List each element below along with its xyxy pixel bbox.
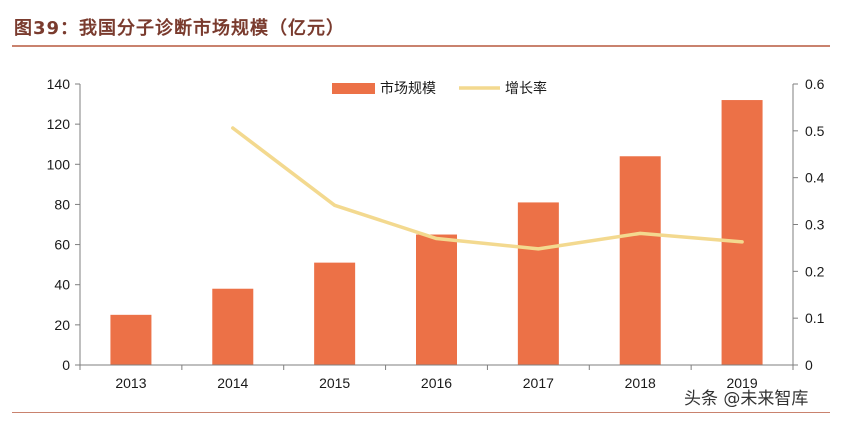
growth-rate-line — [231, 126, 744, 251]
bottom-rule — [12, 412, 830, 413]
left-tick-label: 40 — [54, 277, 70, 293]
x-tick-label: 2017 — [523, 375, 554, 391]
x-tick-label: 2014 — [217, 375, 248, 391]
growth-rate-point-2015 — [333, 203, 337, 207]
title-rule — [12, 45, 830, 47]
growth-rate-point-2019 — [740, 240, 744, 244]
right-tick-label: 0.5 — [805, 123, 825, 139]
left-tick-label: 80 — [54, 196, 70, 212]
bar-2018 — [619, 156, 661, 365]
right-tick-label: 0 — [805, 357, 813, 373]
x-tick-label: 2013 — [115, 375, 146, 391]
growth-rate-point-2018 — [638, 231, 642, 235]
bar-2015 — [314, 262, 356, 365]
growth-rate-point-2016 — [435, 237, 438, 241]
legend: 市场规模 增长率 — [332, 80, 547, 97]
left-tick-label: 140 — [47, 76, 71, 92]
left-tick-label: 100 — [47, 156, 71, 172]
left-tick-label: 120 — [47, 116, 71, 132]
watermark: 头条 @未来智库 — [684, 389, 809, 409]
right-tick-label: 0.2 — [805, 263, 825, 279]
bar-2019 — [721, 100, 763, 366]
right-tick-label: 0.6 — [805, 76, 825, 92]
legend-swatch-bar — [332, 83, 375, 94]
left-tick-label: 0 — [62, 357, 70, 373]
x-tick-label: 2016 — [421, 375, 452, 391]
growth-rate-point-2014 — [231, 126, 235, 130]
legend-label-line: 增长率 — [505, 80, 547, 97]
legend-label-bar: 市场规模 — [380, 80, 436, 97]
bar-2017 — [517, 202, 559, 365]
figure-title: 图39：我国分子诊断市场规模（亿元） — [14, 18, 346, 39]
left-tick-label: 60 — [54, 237, 70, 253]
x-tick-label: 2015 — [319, 375, 350, 391]
right-tick-label: 0.1 — [805, 310, 825, 326]
line-group — [231, 126, 744, 251]
growth-rate-point-2017 — [536, 247, 540, 251]
x-tick-label: 2019 — [726, 375, 757, 391]
bars-group — [110, 100, 763, 366]
bar-2013 — [110, 314, 152, 365]
left-tick-label: 20 — [54, 317, 70, 333]
right-tick-label: 0.3 — [805, 217, 825, 233]
right-tick-label: 0.4 — [805, 170, 825, 186]
bar-2014 — [212, 288, 254, 365]
bar-2016 — [416, 234, 457, 365]
axes-group: 0 20 40 60 80 100 120 140 0 0.1 0.2 0.3 0.4 0.5 0.6 201… — [47, 76, 825, 391]
x-tick-label: 2018 — [625, 375, 656, 391]
